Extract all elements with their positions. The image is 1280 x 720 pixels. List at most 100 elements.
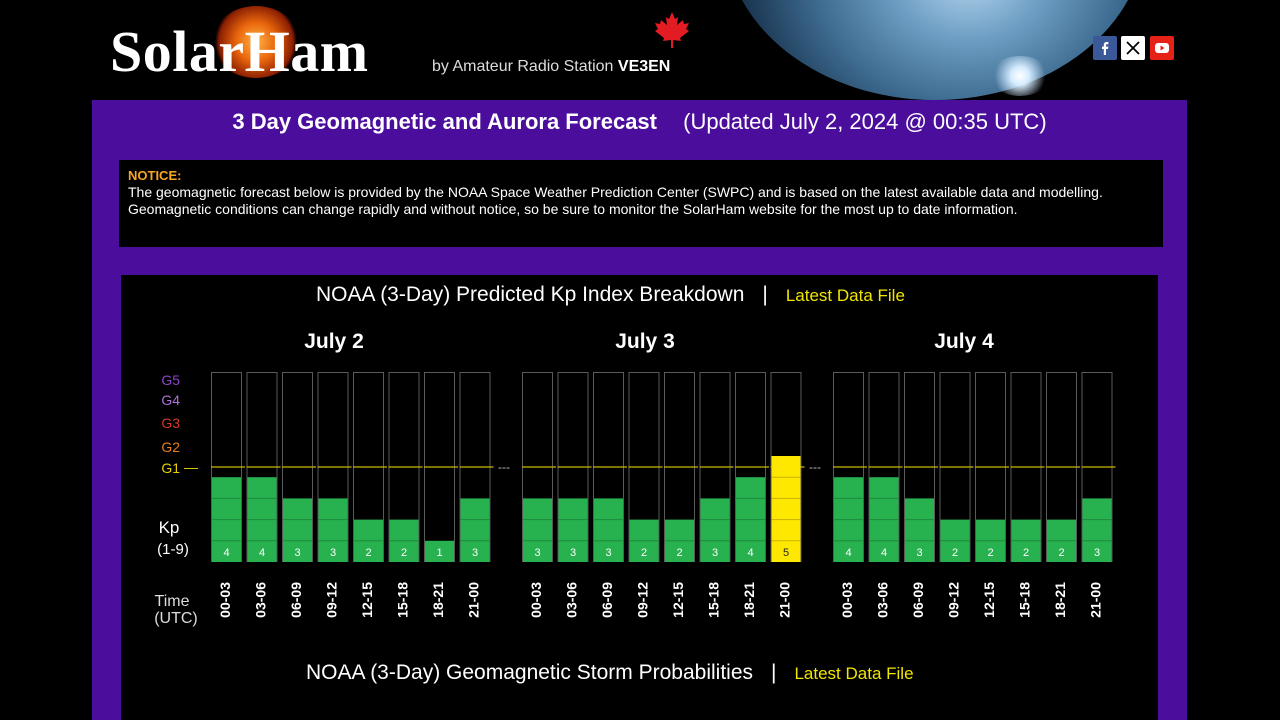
time-tick-label: 12-15	[981, 582, 997, 618]
kp-value-label: 2	[676, 547, 682, 559]
kp-value-label: 4	[881, 547, 887, 559]
kp-bar	[558, 498, 588, 562]
storm-section-header: NOAA (3-Day) Geomagnetic Storm Probabili…	[306, 660, 914, 687]
kp-value-label: 4	[259, 547, 265, 559]
kp-value-label: 3	[294, 547, 300, 559]
kp-value-label: 5	[783, 547, 789, 559]
title-separator: |	[771, 661, 777, 684]
day-label-july-2: July 2	[304, 330, 364, 353]
kp-value-label: 2	[952, 547, 958, 559]
time-tick-label: 06-09	[288, 582, 304, 618]
notice-text: The geomagnetic forecast below is provid…	[128, 184, 1103, 217]
kp-bar	[283, 498, 312, 562]
x-axis-label: Time	[155, 593, 190, 610]
g-scale-label-g2: G2	[161, 439, 180, 455]
page-title-text: 3 Day Geomagnetic and Aurora Forecast	[232, 109, 657, 134]
time-tick-label: 18-21	[430, 582, 446, 618]
kp-value-label: 3	[330, 547, 336, 559]
kp-latest-data-link[interactable]: Latest Data File	[785, 286, 905, 305]
site-logo[interactable]: SolarHam	[110, 19, 369, 84]
day-separator: ---	[498, 460, 510, 474]
time-tick-label: 18-21	[1052, 582, 1068, 618]
callsign: VE3EN	[617, 58, 671, 75]
kp-bar	[523, 498, 552, 562]
time-tick-label: 18-21	[741, 582, 757, 618]
maple-leaf-icon	[655, 12, 689, 48]
kp-bar	[905, 498, 934, 562]
time-tick-label: 00-03	[839, 582, 855, 618]
kp-bar	[460, 498, 490, 562]
day-separator: ---	[809, 460, 821, 474]
kp-value-label: 2	[641, 547, 647, 559]
g1-tick: —	[184, 459, 198, 475]
kp-value-label: 2	[987, 547, 993, 559]
time-tick-label: 03-06	[253, 582, 269, 618]
time-tick-label: 15-18	[395, 582, 411, 618]
notice-label: NOTICE:	[128, 168, 182, 183]
kp-value-label: 1	[436, 547, 442, 559]
time-tick-label: 03-06	[875, 582, 891, 618]
time-tick-label: 21-00	[777, 582, 793, 618]
byline-text: by Amateur Radio Station	[432, 58, 614, 75]
time-tick-label: 09-12	[635, 582, 651, 618]
kp-value-label: 4	[747, 547, 753, 559]
kp-bar	[1082, 498, 1112, 562]
day-label-july-3: July 3	[615, 330, 675, 353]
y-axis-label: Kp	[159, 518, 180, 537]
title-separator: |	[762, 283, 768, 306]
time-tick-label: 21-00	[1088, 582, 1104, 618]
kp-value-label: 2	[401, 547, 407, 559]
kp-value-label: 3	[472, 547, 478, 559]
time-tick-label: 06-09	[599, 582, 615, 618]
g-scale-label-g3: G3	[161, 415, 180, 431]
time-tick-label: 03-06	[564, 582, 580, 618]
time-tick-label: 21-00	[466, 582, 482, 618]
time-tick-label: 06-09	[910, 582, 926, 618]
kp-value-label: 2	[1058, 547, 1064, 559]
kp-value-label: 2	[365, 547, 371, 559]
kp-value-label: 4	[223, 547, 229, 559]
time-tick-label: 15-18	[706, 582, 722, 618]
updated-timestamp: (Updated July 2, 2024 @ 00:35 UTC)	[683, 109, 1047, 134]
g-scale-label-g4: G4	[161, 392, 180, 408]
time-tick-label: 12-15	[670, 582, 686, 618]
site-header: SolarHam by Amateur Radio Station VE3EN	[0, 0, 1280, 100]
kp-value-label: 3	[916, 547, 922, 559]
facebook-icon[interactable]	[1093, 36, 1117, 60]
solar-flare-image	[990, 56, 1050, 96]
youtube-icon[interactable]	[1150, 36, 1174, 60]
g-scale-label-g5: G5	[161, 372, 180, 388]
x-axis-label-unit: (UTC)	[154, 610, 198, 627]
page-title: 3 Day Geomagnetic and Aurora Forecast (U…	[92, 108, 1187, 136]
time-tick-label: 12-15	[359, 582, 375, 618]
notice-box: NOTICE: The geomagnetic forecast below i…	[119, 160, 1163, 247]
time-tick-label: 00-03	[528, 582, 544, 618]
kp-value-label: 3	[534, 547, 540, 559]
kp-value-label: 3	[712, 547, 718, 559]
day-label-july-4: July 4	[934, 330, 994, 353]
y-axis-label-range: (1-9)	[157, 541, 189, 558]
time-tick-label: 09-12	[324, 582, 340, 618]
kp-value-label: 2	[1023, 547, 1029, 559]
kp-value-label: 3	[605, 547, 611, 559]
storm-section-title: NOAA (3-Day) Geomagnetic Storm Probabili…	[306, 661, 753, 684]
kp-bar	[594, 498, 623, 562]
logo-sun-icon	[212, 6, 300, 78]
kp-bar	[771, 456, 801, 562]
kp-value-label: 3	[570, 547, 576, 559]
kp-bar	[318, 498, 348, 562]
kp-section-title: NOAA (3-Day) Predicted Kp Index Breakdow…	[316, 283, 745, 306]
kp-section-header: NOAA (3-Day) Predicted Kp Index Breakdow…	[316, 282, 905, 309]
kp-bar	[425, 540, 454, 562]
x-icon[interactable]	[1121, 36, 1145, 60]
kp-bar	[700, 498, 730, 562]
time-tick-label: 15-18	[1017, 582, 1033, 618]
kp-value-label: 4	[845, 547, 851, 559]
time-tick-label: 09-12	[946, 582, 962, 618]
g-scale-label-g1: G1	[161, 460, 180, 476]
time-tick-label: 00-03	[217, 582, 233, 618]
kp-value-label: 3	[1094, 547, 1100, 559]
storm-latest-data-link[interactable]: Latest Data File	[794, 664, 914, 683]
byline: by Amateur Radio Station VE3EN	[432, 58, 670, 76]
